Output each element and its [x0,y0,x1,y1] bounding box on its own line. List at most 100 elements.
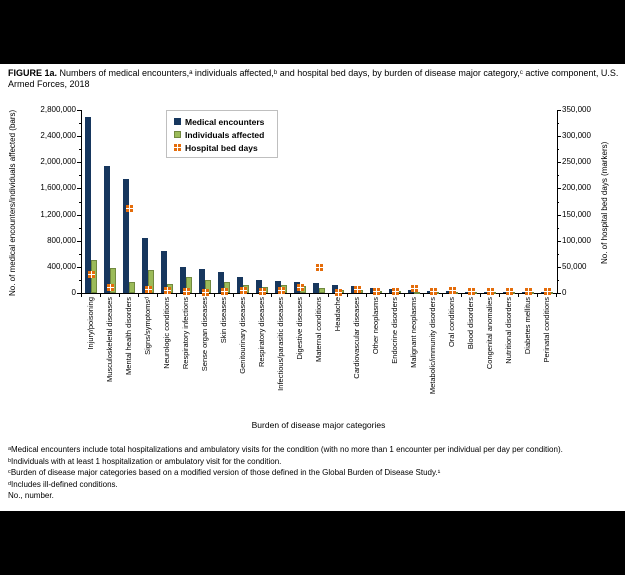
x-axis-category-label: Signs/symptomsᵈ [143,297,152,355]
page-top-band [0,0,625,64]
page-bottom-band [0,511,625,575]
y-axis-tick-label: 2,800,000 [40,105,76,114]
legend-item-medical-encounters: Medical encounters [174,115,277,128]
x-axis-category-label: Malignant neoplasms [409,297,418,368]
marker-hospital-bed-days [126,205,133,213]
marker-hospital-bed-days [88,271,95,279]
marker-hospital-bed-days [202,288,209,296]
bar-individuals-affected [129,282,135,293]
legend-item-hospital-bed-days: Hospital bed days [174,141,277,154]
footnote-d: ᵈIncludes ill-defined conditions. [8,479,118,489]
x-axis-tick [138,294,139,297]
bar-medical-encounters [218,272,224,293]
y2-axis-minor-tick [557,201,559,203]
y-axis-tick [77,214,81,216]
x-axis-category-label: Sense organ diseases [200,297,209,372]
x-axis-tick [366,294,367,297]
marker-hospital-bed-days [335,288,342,296]
y2-axis-tick-label: 100,000 [562,235,591,245]
x-axis-category-label: Skin diseases [219,297,228,344]
y2-axis-minor-tick [557,123,559,125]
legend-label: Hospital bed days [185,142,258,153]
marker-hospital-bed-days [145,286,152,294]
marker-hospital-bed-days [316,264,323,272]
bar-medical-encounters [199,269,205,293]
bar-medical-encounters [313,283,319,293]
y-axis-minor-tick [79,279,81,281]
marker-hospital-bed-days [544,287,551,295]
x-axis-title: Burden of disease major categories [251,420,386,430]
y-axis-minor-tick [79,253,81,255]
footnote-abbrev: No., number. [8,491,54,500]
figure-title: FIGURE 1a. Numbers of medical encounters… [8,68,620,90]
x-axis-category-label: Cardiovascular diseases [352,297,361,379]
bar-medical-encounters [180,267,186,293]
y-axis-tick [77,188,81,190]
x-axis-tick [328,294,329,297]
y2-axis-tick-label: 250,000 [562,157,591,167]
marker-hospital-bed-days [487,287,494,295]
bar-medical-encounters [275,281,281,293]
bar-individuals-affected [414,292,420,294]
x-axis-tick [195,294,196,297]
right-axis-title: No. of hospital bed days (markers) [600,141,609,265]
y2-axis-tick-label: 50,000 [562,261,587,271]
y2-axis-minor-tick [557,279,559,281]
marker-hospital-bed-days [240,287,247,295]
y-axis-tick-label: 800,000 [47,235,76,245]
bar-medical-encounters [85,117,91,293]
y-axis-minor-tick [79,175,81,177]
x-axis-category-label: Genitourinary diseases [238,297,247,374]
x-axis-tick [518,294,519,297]
x-axis-tick [556,294,557,297]
x-axis-category-label: Congenital anomalies [485,297,494,370]
y2-axis-tick [557,240,561,242]
bar-medical-encounters [104,166,110,293]
bar-medical-encounters [142,238,148,293]
x-axis-tick [461,294,462,297]
x-axis-tick [385,294,386,297]
legend-label: Medical encounters [185,116,265,127]
x-axis-category-label: Perinatal conditions [542,297,551,363]
marker-hospital-bed-days [278,287,285,295]
x-axis-category-label: Respiratory infections [181,297,190,370]
y-axis-tick-label: 2,400,000 [40,131,76,141]
x-axis-category-label: Respiratory diseases [257,297,266,368]
x-axis-tick [290,294,291,297]
y2-axis-minor-tick [557,227,559,229]
bar-individuals-affected [319,288,325,293]
x-axis-tick [480,294,481,297]
bar-medical-encounters [237,277,243,293]
y2-axis-tick [557,266,561,268]
y-axis-tick-label: 2,000,000 [40,157,76,167]
y2-axis-tick-label: 200,000 [562,183,591,193]
marker-hospital-bed-days [525,287,532,295]
marker-hospital-bed-days [430,288,437,296]
y2-axis-tick-label: 0 [562,288,567,297]
x-axis-tick [119,294,120,297]
y-axis-tick [77,136,81,138]
y2-axis-tick [557,110,561,111]
bar-medical-encounters [161,251,167,293]
y-axis-minor-tick [79,201,81,203]
x-axis-category-label: Other neoplasms [371,297,380,355]
x-axis-category-label: Endocrine disorders [390,297,399,364]
legend-label: Individuals affected [185,129,265,140]
y-axis-tick [77,162,81,164]
x-axis-tick [499,294,500,297]
x-axis-tick [100,294,101,297]
x-axis-tick [347,294,348,297]
x-axis-category-label: Maternal conditions [314,297,323,363]
marker-hospital-bed-days [449,287,456,295]
y-axis-tick-label: 0 [71,288,76,297]
x-axis-category-label: Digestive diseases [295,297,304,360]
x-axis-tick [423,294,424,297]
marker-hospital-bed-days [354,286,361,294]
y-axis-tick-label: 1,600,000 [40,183,76,193]
y2-axis-tick-label: 300,000 [562,131,591,141]
hospital-bed-days-marker-icon [174,144,181,151]
y2-axis-tick [557,136,561,138]
y2-axis-tick [557,188,561,190]
y-axis-tick-label: 1,200,000 [40,209,76,219]
